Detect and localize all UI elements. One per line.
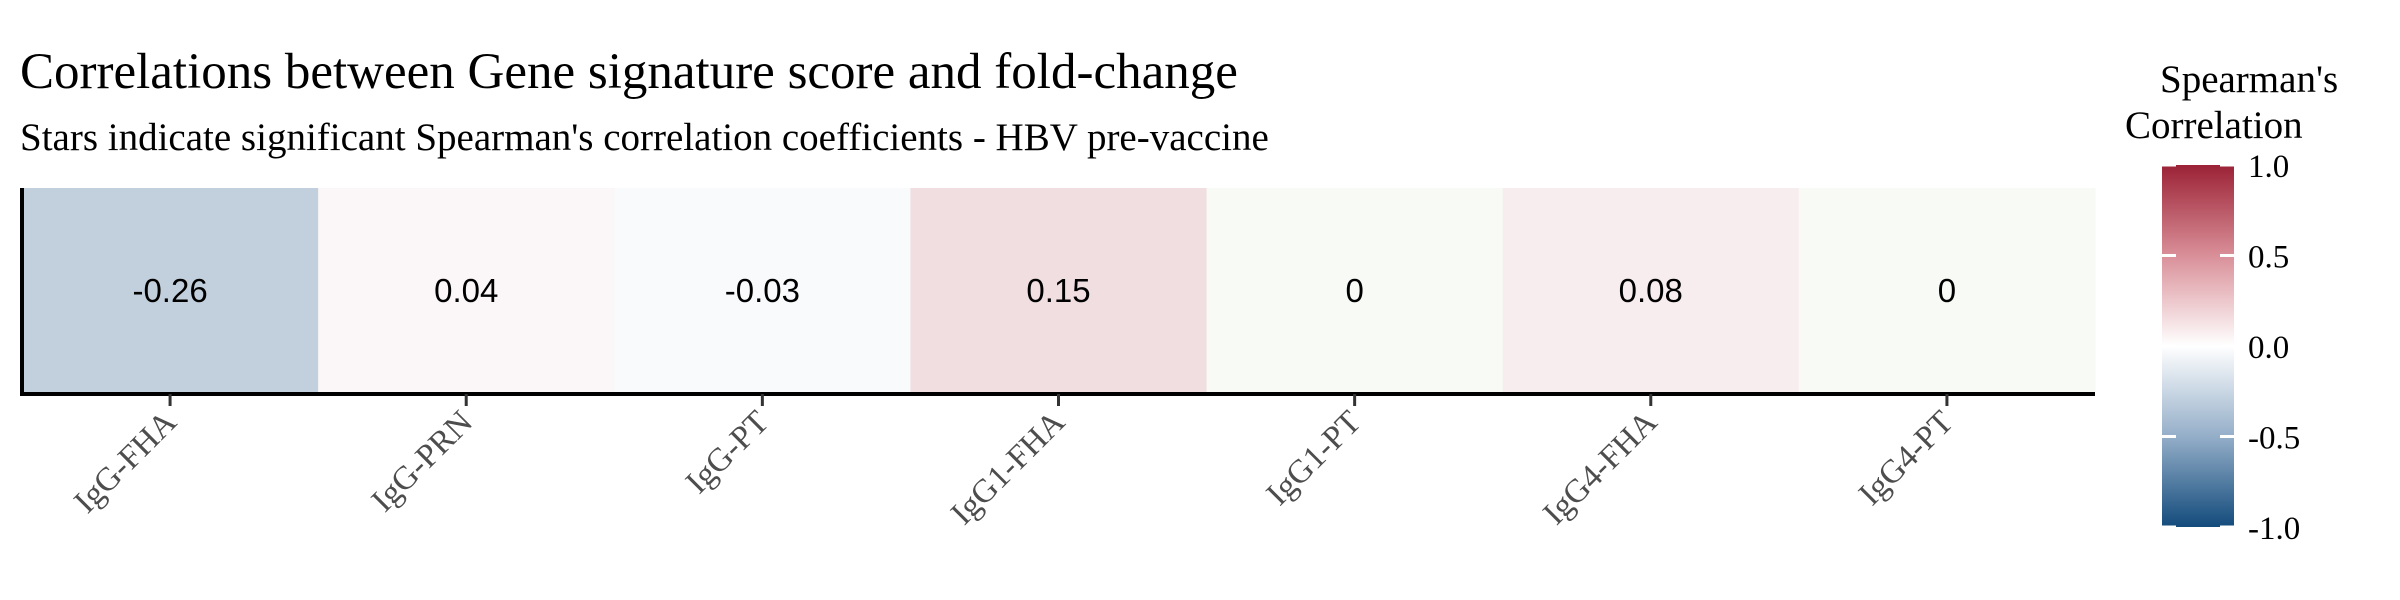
x-axis-tick-labels: IgG-FHA IgG-PRN IgG-PT IgG1-FHA IgG1-PT IgG4-… xyxy=(68,404,1961,532)
heatmap-cells xyxy=(22,188,2096,392)
x-tick-label: IgG-FHA xyxy=(68,404,184,520)
x-tick-label: IgG1-PT xyxy=(1260,404,1368,512)
color-legend: Spearman's Correlation 1.0 0.5 0.0 -0.5 -1.0 xyxy=(2125,58,2338,547)
heatmap-cell-igg-pt xyxy=(614,188,911,392)
legend-tick-label: 0.0 xyxy=(2248,330,2289,366)
legend-ticks: 1.0 0.5 0.0 -0.5 -1.0 xyxy=(2162,149,2300,547)
legend-tick-label: -1.0 xyxy=(2248,511,2300,547)
cell-value-label: 0.08 xyxy=(1619,272,1683,309)
cell-value-label: -0.03 xyxy=(725,272,800,309)
legend-tick-label: -0.5 xyxy=(2248,421,2300,457)
heatmap-cell-igg-fha xyxy=(22,188,319,392)
x-axis-ticks xyxy=(168,394,1949,406)
cell-value-label: 0.15 xyxy=(1026,272,1090,309)
heatmap-cell-igg1-fha xyxy=(910,188,1208,392)
x-tick-label: IgG1-FHA xyxy=(944,404,1072,532)
cell-value-label: 0.04 xyxy=(434,272,498,309)
legend-title-line-1: Spearman's xyxy=(2160,58,2338,101)
heatmap-cell-igg1-pt xyxy=(1206,188,1504,392)
cell-value-label: -0.26 xyxy=(132,272,207,309)
legend-title-line-2: Correlation xyxy=(2125,104,2303,147)
legend-tick-label: 1.0 xyxy=(2248,149,2289,185)
x-tick-label: IgG4-FHA xyxy=(1537,404,1665,532)
heatmap-cell-igg4-fha xyxy=(1502,188,1800,392)
cell-value-label: 0 xyxy=(1938,272,1956,309)
heatmap-cell-igg4-pt xyxy=(1798,188,2096,392)
legend-tick-label: 0.5 xyxy=(2248,240,2289,276)
chart-title: Correlations between Gene signature scor… xyxy=(20,44,1238,100)
x-tick-label: IgG4-PT xyxy=(1852,404,1960,512)
cell-value-label: 0 xyxy=(1345,272,1363,309)
heatmap-cell-igg-prn xyxy=(318,188,615,392)
x-tick-label: IgG-PT xyxy=(679,404,776,501)
chart-subtitle: Stars indicate significant Spearman's co… xyxy=(20,116,1269,159)
x-tick-label: IgG-PRN xyxy=(365,404,480,519)
heatmap-cell-labels: -0.26 0.04 -0.03 0.15 0 0.08 0 xyxy=(132,272,1956,309)
